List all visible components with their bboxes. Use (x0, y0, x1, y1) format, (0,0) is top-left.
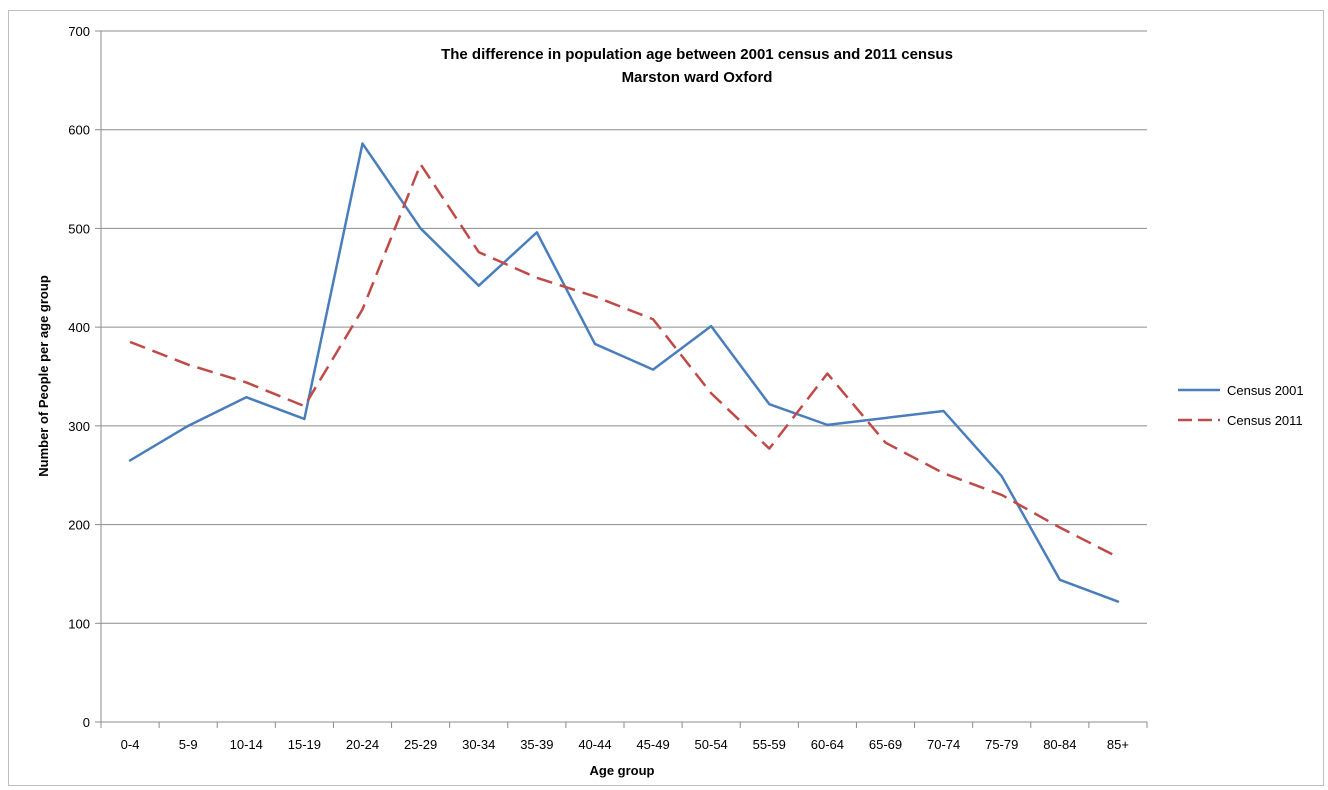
axes (100, 31, 1147, 723)
x-tick-label: 30-34 (462, 737, 495, 752)
x-tick-label: 5-9 (179, 737, 198, 752)
x-tick-label: 50-54 (695, 737, 728, 752)
x-tick-label: 20-24 (346, 737, 379, 752)
x-tick-label: 40-44 (578, 737, 611, 752)
y-tick-label: 600 (68, 123, 90, 138)
y-tick-label: 100 (68, 616, 90, 631)
x-tick-label: 75-79 (985, 737, 1018, 752)
legend-label: Census 2011 (1227, 413, 1303, 428)
legend: Census 2001 Census 2011 (1178, 383, 1304, 428)
x-tick-label: 55-59 (753, 737, 786, 752)
series-line-2 (129, 163, 1119, 559)
x-tick-label: 35-39 (520, 737, 553, 752)
x-tick-label: 85+ (1107, 737, 1129, 752)
chart-frame (8, 10, 1324, 786)
y-tick-label: 200 (68, 518, 90, 533)
gridlines (101, 30, 1147, 624)
x-tick-label: 15-19 (288, 737, 321, 752)
y-tick-label: 500 (68, 221, 90, 236)
x-tick-label: 0-4 (121, 737, 140, 752)
x-tick-label: 65-69 (869, 737, 902, 752)
y-axis-ticks: 0 100 200 300 400 500 600 700 (68, 24, 101, 730)
chart-title: The difference in population age between… (441, 46, 953, 63)
x-tick-label: 45-49 (636, 737, 669, 752)
x-axis-label: Age group (590, 763, 655, 778)
x-tick-label: 10-14 (230, 737, 263, 752)
x-tick-label: 80-84 (1043, 737, 1076, 752)
series-lines (128, 142, 1120, 603)
x-tick-label: 60-64 (811, 737, 844, 752)
series-line-1 (128, 142, 1120, 603)
y-tick-label: 300 (68, 419, 90, 434)
x-tick-label: 25-29 (404, 737, 437, 752)
y-tick-label: 0 (83, 715, 90, 730)
x-tick-label: 70-74 (927, 737, 960, 752)
x-axis-ticks: 0-4 5-9 10-14 15-19 20-24 25-29 30-34 35-39 40-4… (100, 722, 1148, 752)
y-tick-label: 700 (68, 24, 90, 39)
y-tick-label: 400 (68, 320, 90, 335)
legend-label: Census 2001 (1227, 383, 1304, 398)
y-axis-label: Number of People per age group (36, 275, 51, 477)
chart-subtitle: Marston ward Oxford (622, 69, 773, 86)
